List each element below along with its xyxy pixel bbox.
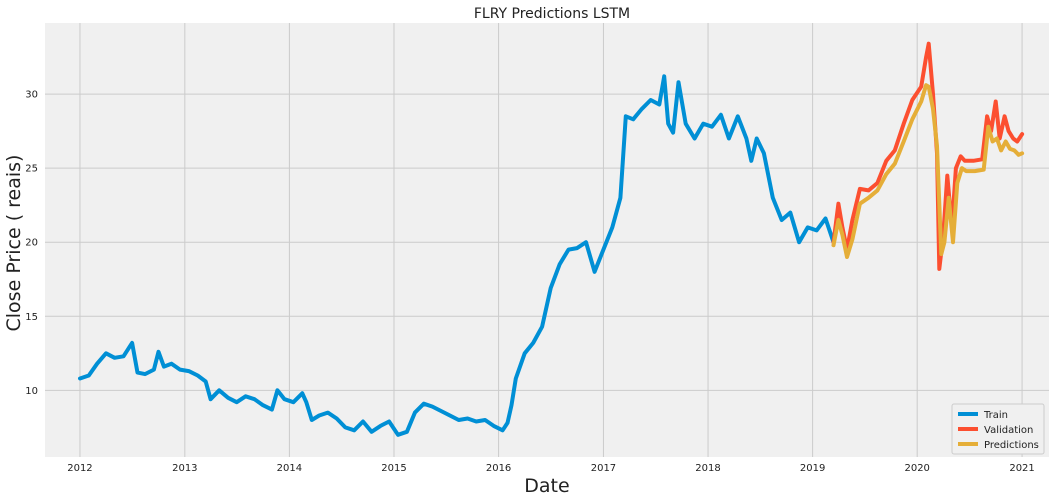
x-tick-label: 2012 [67,463,92,474]
y-tick-label: 25 [25,164,38,175]
train-line [78,74,836,437]
x-tick-label: 2015 [381,463,406,474]
series-layer [78,41,1025,437]
x-tick-label: 2021 [1009,463,1034,474]
y-tick-label: 10 [25,386,38,397]
x-tick-label: 2018 [695,463,720,474]
legend-label-predictions: Predictions [984,440,1039,451]
validation-line [831,41,1025,271]
x-tick-label: 2016 [486,463,511,474]
y-tick-label: 30 [25,90,38,101]
y-tick-label: 15 [25,312,38,323]
y-axis-label: Close Price ( reais) [3,155,25,332]
y-tick-label: 20 [25,238,38,249]
legend-label-train: Train [983,410,1008,421]
plot-area [45,23,1049,457]
predictions-line [831,83,1025,259]
x-tick-label: 2017 [591,463,616,474]
tick-labels: 2012 2013 2014 2015 2016 2017 2018 2019 2020 2021… [25,90,1035,474]
legend: Train Validation Predictions [951,403,1045,455]
x-tick-label: 2013 [172,463,197,474]
legend-box [951,403,1045,455]
x-axis-label: Date [524,475,569,497]
x-tick-label: 2019 [800,463,825,474]
legend-label-validation: Validation [984,425,1033,436]
x-tick-label: 2020 [904,463,929,474]
chart-title: FLRY Predictions LSTM [474,6,630,22]
x-tick-label: 2014 [277,463,302,474]
